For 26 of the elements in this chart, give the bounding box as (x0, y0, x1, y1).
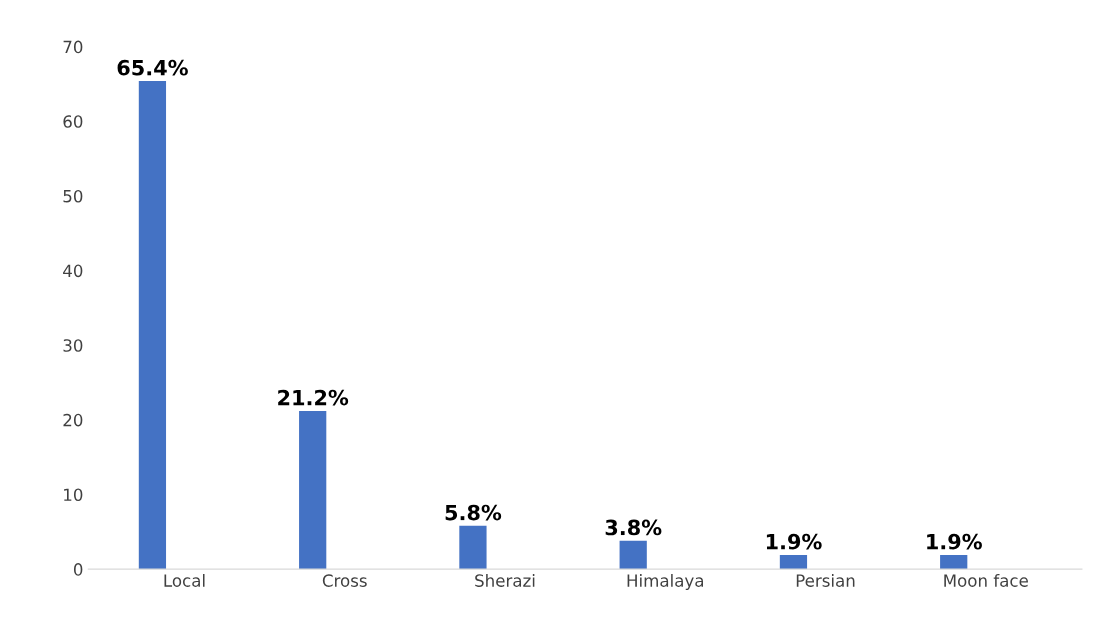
data-label: 65.4% (117, 59, 188, 76)
data-label: 1.9% (927, 533, 982, 550)
data-label: 21.2% (278, 389, 349, 406)
x-tick-label: Persian (796, 573, 855, 587)
y-tick-label: 60 (63, 115, 83, 128)
y-tick-label: 20 (63, 413, 83, 427)
bar (940, 554, 968, 570)
bar (299, 410, 327, 570)
x-tick-label: Sherazi (475, 573, 535, 587)
y-tick-label: 40 (63, 264, 83, 278)
y-tick-label: 0 (73, 563, 83, 576)
x-tick-label: Local (164, 573, 205, 587)
bar (138, 80, 167, 570)
bar (619, 540, 647, 570)
y-tick-label: 10 (64, 488, 83, 502)
x-tick-label: Himalaya (627, 573, 703, 591)
y-tick-label: 70 (63, 40, 83, 54)
x-tick-label: Cross (322, 574, 367, 587)
y-tick-label: 30 (63, 339, 83, 352)
data-label: 1.9% (766, 533, 822, 550)
bar (779, 554, 808, 570)
y-tick-label: 50 (63, 189, 83, 203)
data-label: 5.8% (445, 504, 502, 521)
x-tick-label: Moon face (944, 573, 1028, 587)
data-label: 3.8% (605, 519, 662, 536)
bar (459, 525, 487, 570)
